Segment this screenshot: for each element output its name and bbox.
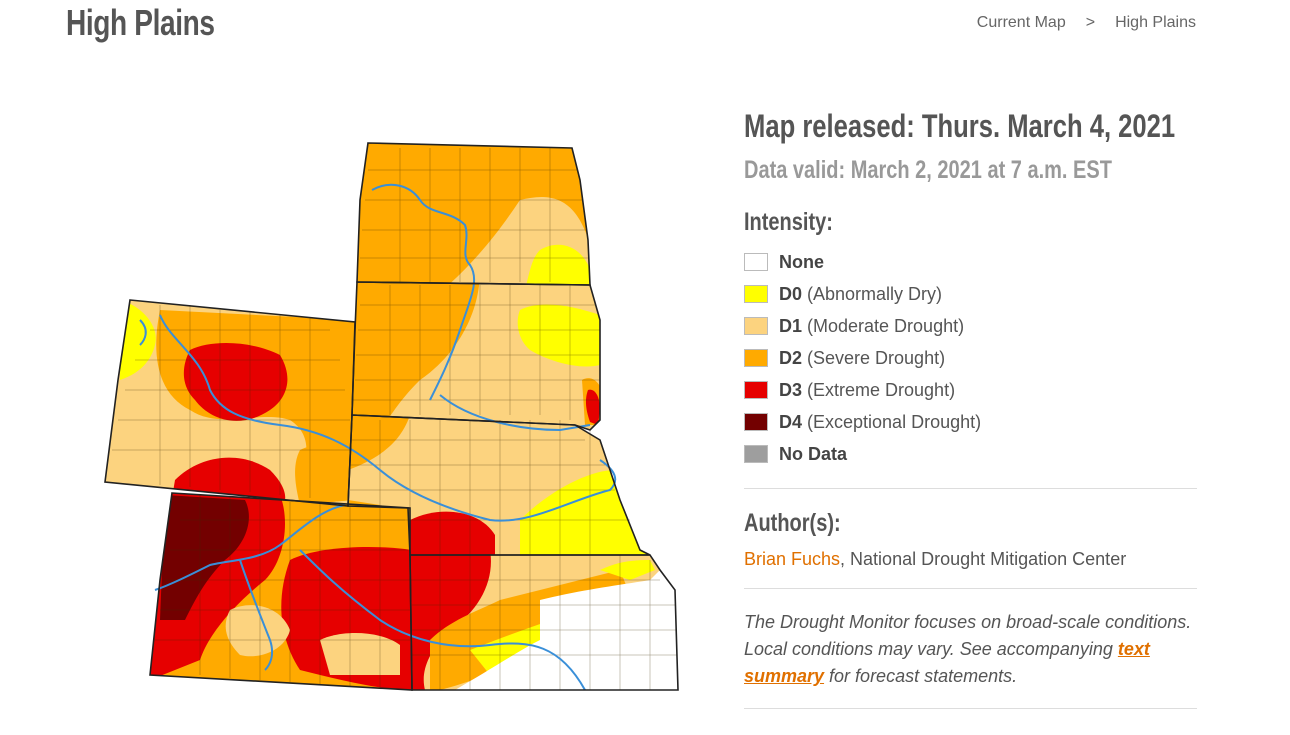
intensity-heading: Intensity: (744, 208, 833, 236)
legend-item-d0: D0 (Abnormally Dry) (744, 278, 1197, 310)
state-colorado (150, 493, 412, 690)
state-north-dakota (357, 143, 590, 285)
legend-swatch (744, 285, 768, 303)
legend-swatch (744, 381, 768, 399)
divider (744, 588, 1197, 589)
legend-item-none: None (744, 246, 1197, 278)
legend-code: D2 (779, 347, 803, 368)
legend-item-d1: D1 (Moderate Drought) (744, 310, 1197, 342)
legend-desc: (Exceptional Drought) (807, 411, 982, 432)
breadcrumb: Current Map > High Plains (977, 14, 1196, 32)
legend-item-d2: D2 (Severe Drought) (744, 342, 1197, 374)
drought-map[interactable] (95, 130, 695, 700)
legend-code: D3 (779, 379, 803, 400)
legend-desc: (Moderate Drought) (807, 315, 965, 336)
legend-desc: (Abnormally Dry) (807, 283, 943, 304)
breadcrumb-high-plains[interactable]: High Plains (1115, 14, 1196, 31)
note-text-end: for forecast statements. (824, 666, 1018, 686)
legend-code: D4 (779, 411, 803, 432)
authors-heading: Author(s): (744, 509, 841, 537)
state-borders (104, 142, 679, 691)
intensity-legend: None D0 (Abnormally Dry) D1 (Moderate Dr… (744, 246, 1197, 470)
data-valid-date: Data valid: March 2, 2021 at 7 a.m. EST (744, 156, 1112, 184)
legend-swatch (744, 445, 768, 463)
legend-code: No Data (779, 443, 848, 464)
divider (744, 488, 1197, 489)
rivers (139, 183, 617, 691)
author-line: Brian Fuchs, National Drought Mitigation… (744, 549, 1197, 570)
state-nebraska (348, 415, 650, 555)
legend-item-d4: D4 (Exceptional Drought) (744, 406, 1197, 438)
map-released-date: Map released: Thurs. March 4, 2021 (744, 108, 1176, 144)
breadcrumb-separator: > (1085, 14, 1096, 31)
legend-item-no-data: No Data (744, 438, 1197, 470)
note-text: The Drought Monitor focuses on broad-sca… (744, 612, 1192, 659)
legend-swatch (744, 317, 768, 335)
legend-swatch (744, 349, 768, 367)
author-org: , National Drought Mitigation Center (840, 549, 1127, 569)
legend-desc: (Severe Drought) (807, 347, 946, 368)
legend-code: None (779, 251, 824, 272)
legend-code: D1 (779, 315, 803, 336)
disclaimer-note: The Drought Monitor focuses on broad-sca… (744, 609, 1197, 690)
legend-swatch (744, 413, 768, 431)
divider (744, 708, 1197, 709)
state-south-dakota (352, 282, 600, 430)
page-title: High Plains (66, 2, 215, 43)
breadcrumb-current-map[interactable]: Current Map (976, 14, 1066, 31)
legend-swatch (744, 253, 768, 271)
author-link[interactable]: Brian Fuchs (744, 549, 841, 569)
legend-desc: (Extreme Drought) (807, 379, 956, 400)
legend-code: D0 (779, 283, 803, 304)
text-summary-link[interactable]: text summary (744, 639, 1150, 686)
state-kansas (410, 555, 678, 690)
map-info-panel: Map released: Thurs. March 4, 2021 Data … (744, 108, 1197, 709)
legend-item-d3: D3 (Extreme Drought) (744, 374, 1197, 406)
state-wyoming (105, 300, 355, 506)
